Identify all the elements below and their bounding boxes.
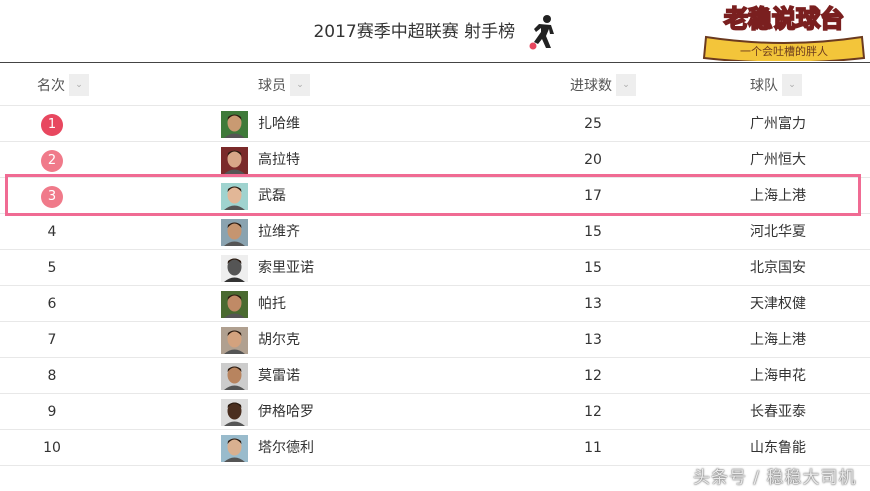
team-cell: 长春亚泰 <box>750 404 806 420</box>
header-label: 球员 <box>258 78 286 94</box>
header-rank[interactable]: 名次 ⌄ <box>37 72 89 98</box>
rank-cell: 10 <box>38 430 66 466</box>
table-row: 7 胡尔克 13 上海上港 <box>0 321 870 358</box>
player-avatar <box>221 255 248 282</box>
rank-cell: 8 <box>38 358 66 394</box>
table-row: 5 索里亚诺 15 北京国安 <box>0 249 870 286</box>
goals-cell: 15 <box>584 224 602 240</box>
player-name: 高拉特 <box>258 152 300 168</box>
page-title: 2017赛季中超联赛 射手榜 <box>0 14 870 50</box>
player-name: 塔尔德利 <box>258 440 314 456</box>
team-cell: 北京国安 <box>750 260 806 276</box>
rank-text: 5 <box>47 260 57 276</box>
team-cell: 上海上港 <box>750 332 806 348</box>
highlight-box <box>5 174 861 216</box>
player-name: 莫雷诺 <box>258 368 300 384</box>
player-name: 拉维齐 <box>258 224 300 240</box>
team-cell: 上海上港 <box>750 188 806 204</box>
rank-text: 4 <box>47 224 57 240</box>
logo-text: 老稳说球台 <box>724 5 844 33</box>
goals-cell: 25 <box>584 116 602 132</box>
player-avatar <box>221 399 248 426</box>
title-divider <box>0 62 870 63</box>
logo-banner: 一个会吐槽的胖人 <box>740 44 828 58</box>
player-avatar <box>221 435 248 462</box>
rank-text: 6 <box>47 296 57 312</box>
rank-text: 9 <box>47 404 57 420</box>
rank-cell: 7 <box>38 322 66 358</box>
goals-cell: 17 <box>584 188 602 204</box>
table-row: 3 武磊 17 上海上港 <box>0 177 870 214</box>
rank-cell: 5 <box>38 250 66 286</box>
title-text: 2017赛季中超联赛 射手榜 <box>313 22 516 42</box>
header-goals[interactable]: 进球数 ⌄ <box>570 72 636 98</box>
team-cell: 天津权健 <box>750 296 806 312</box>
player-avatar <box>221 111 248 138</box>
header-label: 名次 <box>37 78 65 94</box>
rank-cell: 9 <box>38 394 66 430</box>
team-cell: 广州恒大 <box>750 152 806 168</box>
chevron-down-icon[interactable]: ⌄ <box>616 74 636 96</box>
goals-cell: 15 <box>584 260 602 276</box>
player-avatar <box>221 183 248 210</box>
player-avatar <box>221 291 248 318</box>
table-row: 4 拉维齐 15 河北华夏 <box>0 213 870 250</box>
goals-cell: 13 <box>584 296 602 312</box>
table-row: 8 莫雷诺 12 上海申花 <box>0 357 870 394</box>
rank-cell: 1 <box>38 106 66 142</box>
goals-cell: 13 <box>584 332 602 348</box>
chevron-down-icon[interactable]: ⌄ <box>69 74 89 96</box>
header-label: 球队 <box>750 78 778 94</box>
player-name: 索里亚诺 <box>258 260 314 276</box>
player-avatar <box>221 147 248 174</box>
header-team[interactable]: 球队 ⌄ <box>750 72 802 98</box>
player-name: 胡尔克 <box>258 332 300 348</box>
team-cell: 山东鲁能 <box>750 440 806 456</box>
soccer-player-icon <box>529 15 554 50</box>
chevron-down-icon[interactable]: ⌄ <box>782 74 802 96</box>
team-cell: 广州富力 <box>750 116 806 132</box>
rank-badge: 1 <box>41 114 63 136</box>
rank-text: 8 <box>47 368 57 384</box>
table-row: 1 扎哈维 25 广州富力 <box>0 105 870 142</box>
rank-badge: 2 <box>41 150 63 172</box>
chevron-down-icon[interactable]: ⌄ <box>290 74 310 96</box>
player-avatar <box>221 327 248 354</box>
table-row: 9 伊格哈罗 12 长春亚泰 <box>0 393 870 430</box>
player-avatar <box>221 219 248 246</box>
player-name: 帕托 <box>258 296 286 312</box>
table-bottom-border <box>0 465 870 466</box>
rank-text: 7 <box>47 332 57 348</box>
logo: 老稳说球台 一个会吐槽的胖人 <box>702 4 866 61</box>
team-cell: 河北华夏 <box>750 224 806 240</box>
team-cell: 上海申花 <box>750 368 806 384</box>
rank-cell: 4 <box>38 214 66 250</box>
table-row: 6 帕托 13 天津权健 <box>0 285 870 322</box>
goals-cell: 11 <box>584 440 602 456</box>
goals-cell: 12 <box>584 368 602 384</box>
goals-cell: 12 <box>584 404 602 420</box>
rank-badge: 3 <box>41 186 63 208</box>
rank-cell: 2 <box>38 142 66 178</box>
player-name: 伊格哈罗 <box>258 404 314 420</box>
rank-cell: 6 <box>38 286 66 322</box>
player-name: 武磊 <box>258 188 286 204</box>
rank-text: 10 <box>43 440 61 456</box>
header-label: 进球数 <box>570 78 612 94</box>
watermark: 头条号 / 稳稳大司机 <box>693 468 857 488</box>
player-name: 扎哈维 <box>258 116 300 132</box>
table-row: 10 塔尔德利 11 山东鲁能 <box>0 429 870 466</box>
rank-cell: 3 <box>38 178 66 214</box>
header-player[interactable]: 球员 ⌄ <box>258 72 310 98</box>
player-avatar <box>221 363 248 390</box>
goals-cell: 20 <box>584 152 602 168</box>
table-row: 2 高拉特 20 广州恒大 <box>0 141 870 178</box>
